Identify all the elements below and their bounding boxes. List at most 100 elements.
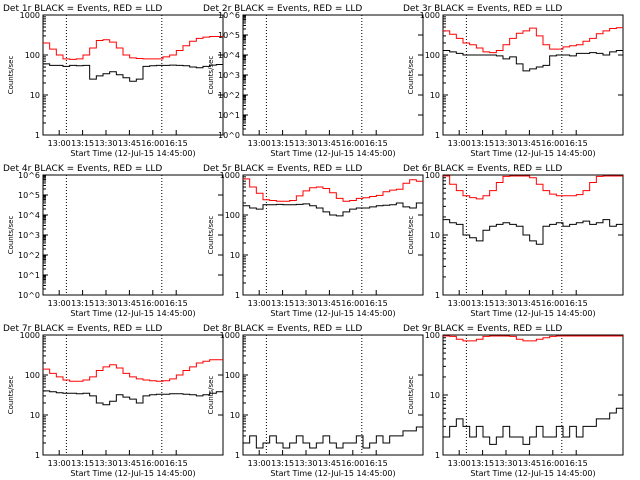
x-tick-label: 13:30 — [494, 139, 517, 148]
y-tick-label: 10^4 — [18, 211, 40, 220]
series-line-events — [443, 49, 623, 72]
x-tick-label: 13:45 — [118, 139, 141, 148]
series-line-lld — [443, 27, 623, 54]
y-tick-label: 100 — [225, 371, 240, 380]
x-tick-label: 13:30 — [294, 139, 317, 148]
x-tick-label: 13:00 — [448, 299, 471, 308]
x-tick-label: 16:00 — [141, 459, 164, 468]
x-tick-label: 16:15 — [565, 139, 588, 148]
y-tick-label: 1000 — [420, 11, 440, 20]
x-tick-label: 16:00 — [341, 299, 364, 308]
series-line-events — [443, 407, 623, 445]
y-tick-label: 10^1 — [218, 111, 240, 120]
x-tick-label: 16:00 — [141, 139, 164, 148]
x-tick-label: 16:00 — [341, 139, 364, 148]
x-axis-label: Start Time (12-Jul-15 14:45:00) — [270, 309, 395, 318]
y-tick-label: 10 — [430, 391, 440, 400]
y-tick-label: 10^5 — [18, 191, 40, 200]
plot-frame — [242, 174, 424, 296]
panel-8: Det 8r BLACK = Events, RED = LLD 1 10 100 10… — [203, 324, 424, 478]
series-line-lld — [443, 335, 623, 342]
y-tick-label: 10^0 — [18, 291, 40, 300]
y-tick-label: 10 — [230, 251, 240, 260]
panel-5: Det 5r BLACK = Events, RED = LLD 1 10 100 10… — [203, 164, 424, 318]
y-axis-label: Counts/sec — [407, 216, 415, 255]
y-tick-label: 1000 — [220, 331, 240, 340]
series-line-lld — [443, 175, 623, 200]
x-tick-label: 13:00 — [248, 299, 271, 308]
panel-title: Det 9r BLACK = Events, RED = LLD — [403, 324, 562, 334]
panel-title: Det 1r BLACK = Events, RED = LLD — [3, 4, 162, 14]
x-tick-label: 16:15 — [565, 299, 588, 308]
x-tick-label: 16:15 — [365, 299, 388, 308]
y-tick-label: 1 — [435, 291, 440, 300]
y-tick-label: 1000 — [20, 331, 40, 340]
panel-title: Det 2r BLACK = Events, RED = LLD — [203, 4, 362, 14]
x-axis-label: Start Time (12-Jul-15 14:45:00) — [70, 469, 195, 478]
x-tick-label: 13:15 — [271, 139, 294, 148]
y-tick-label: 10^3 — [18, 231, 40, 240]
x-tick-label: 16:15 — [165, 299, 188, 308]
y-tick-label: 100 — [425, 331, 440, 340]
panel-6: Det 6r BLACK = Events, RED = LLD 1 10 100 13… — [403, 164, 624, 318]
x-tick-label: 16:15 — [365, 139, 388, 148]
x-tick-label: 13:30 — [494, 459, 517, 468]
panel-title: Det 5r BLACK = Events, RED = LLD — [203, 164, 362, 174]
x-tick-label: 13:45 — [118, 299, 141, 308]
x-tick-label: 13:30 — [94, 459, 117, 468]
series-line-lld — [243, 178, 423, 202]
y-axis-label: Counts/sec — [7, 56, 15, 95]
y-tick-label: 10^4 — [218, 51, 240, 60]
series-line-events — [43, 390, 223, 406]
plot-frame — [242, 334, 424, 456]
y-axis-label: Counts/sec — [7, 376, 15, 415]
x-tick-label: 13:00 — [248, 459, 271, 468]
y-axis-label: Counts/sec — [7, 216, 15, 255]
x-tick-label: 13:00 — [48, 139, 71, 148]
y-tick-label: 10^6 — [218, 11, 240, 20]
y-tick-label: 10^0 — [218, 131, 240, 140]
x-axis-label: Start Time (12-Jul-15 14:45:00) — [70, 309, 195, 318]
y-tick-label: 10 — [430, 91, 440, 100]
y-tick-label: 10 — [430, 231, 440, 240]
plot-frame — [42, 334, 224, 456]
series-line-events — [243, 202, 423, 217]
y-tick-label: 1000 — [20, 11, 40, 20]
x-axis-label: Start Time (12-Jul-15 14:45:00) — [470, 309, 595, 318]
y-tick-label: 10 — [230, 411, 240, 420]
x-tick-label: 13:45 — [518, 139, 541, 148]
x-tick-label: 16:00 — [141, 299, 164, 308]
x-tick-label: 13:30 — [294, 459, 317, 468]
panel-title: Det 8r BLACK = Events, RED = LLD — [203, 324, 362, 334]
x-tick-label: 16:15 — [365, 459, 388, 468]
panel-2: Det 2r BLACK = Events, RED = LLD 10^0 10^1… — [203, 4, 424, 158]
x-axis-label: Start Time (12-Jul-15 14:45:00) — [470, 469, 595, 478]
series-line-events — [243, 426, 423, 449]
y-axis-label: Counts/sec — [407, 376, 415, 415]
x-tick-label: 16:00 — [541, 139, 564, 148]
x-tick-label: 13:15 — [71, 459, 94, 468]
x-tick-label: 13:45 — [318, 139, 341, 148]
y-tick-label: 1 — [235, 451, 240, 460]
panel-title: Det 3r BLACK = Events, RED = LLD — [403, 4, 562, 14]
y-tick-label: 1 — [435, 131, 440, 140]
x-axis-label: Start Time (12-Jul-15 14:45:00) — [270, 469, 395, 478]
plot-frame — [42, 174, 224, 296]
panel-3: Det 3r BLACK = Events, RED = LLD 1 10 100 10… — [403, 4, 624, 158]
x-tick-label: 13:45 — [318, 459, 341, 468]
y-tick-label: 10^5 — [218, 31, 240, 40]
y-tick-label: 100 — [425, 171, 440, 180]
x-tick-label: 13:15 — [271, 459, 294, 468]
panel-title: Det 4r BLACK = Events, RED = LLD — [3, 164, 162, 174]
x-tick-label: 13:15 — [71, 139, 94, 148]
y-tick-label: 1 — [35, 451, 40, 460]
y-tick-label: 1000 — [220, 171, 240, 180]
panel-title: Det 6r BLACK = Events, RED = LLD — [403, 164, 562, 174]
y-axis-label: Counts/sec — [207, 56, 215, 95]
x-tick-label: 13:00 — [48, 299, 71, 308]
x-tick-label: 16:15 — [565, 459, 588, 468]
x-tick-label: 13:15 — [471, 299, 494, 308]
plot-frame — [42, 14, 224, 136]
series-line-events — [43, 63, 223, 82]
